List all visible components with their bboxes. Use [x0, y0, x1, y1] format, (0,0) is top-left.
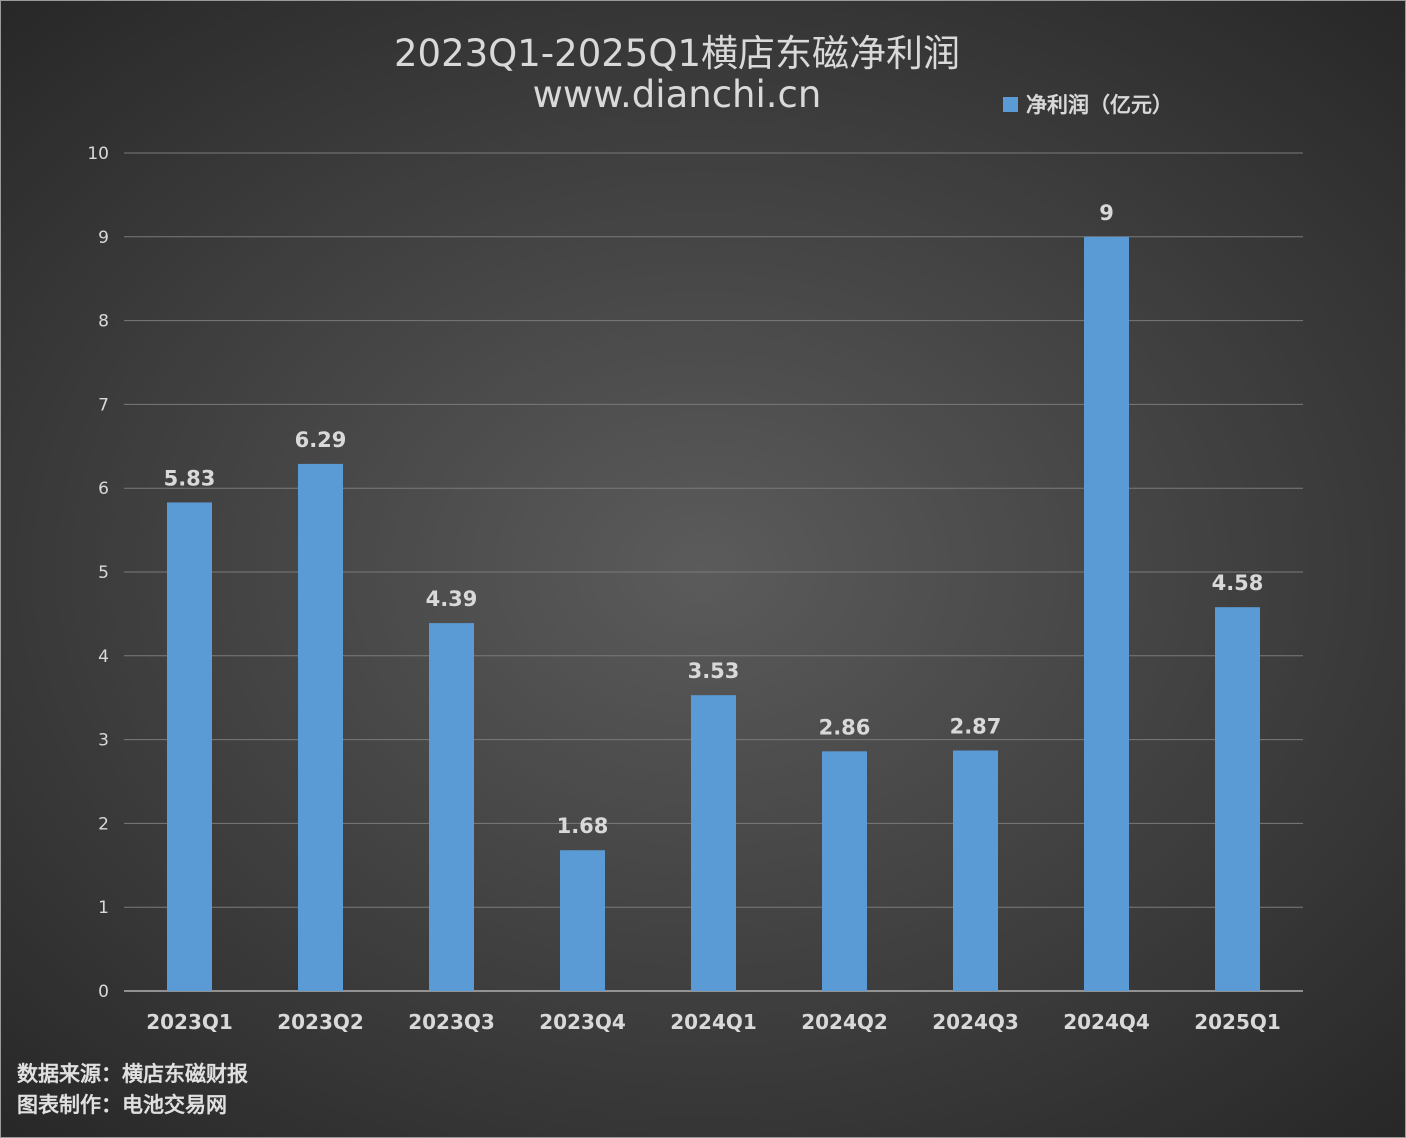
x-tick-label: 2023Q4	[539, 1010, 626, 1034]
x-tick-label: 2023Q1	[146, 1010, 233, 1034]
chart-subtitle-website: www.dianchi.cn	[532, 73, 822, 116]
chart-title: 2023Q1-2025Q1横店东磁净利润	[393, 32, 960, 75]
data-label: 2.86	[819, 715, 871, 739]
data-label: 3.53	[688, 659, 740, 683]
y-tick-label: 3	[98, 731, 109, 751]
bar	[560, 850, 605, 991]
bar	[167, 502, 212, 991]
x-tick-label: 2025Q1	[1194, 1010, 1281, 1034]
y-tick-label: 7	[98, 395, 109, 415]
legend: 净利润（亿元）	[1003, 89, 1173, 119]
data-label: 4.39	[426, 587, 478, 611]
legend-label: 净利润（亿元）	[1026, 93, 1173, 117]
y-tick-label: 9	[98, 228, 109, 248]
data-label: 1.68	[557, 814, 609, 838]
x-tick-label: 2024Q2	[801, 1010, 888, 1034]
y-tick-label: 4	[98, 647, 109, 667]
x-tick-label: 2024Q4	[1063, 1010, 1150, 1034]
x-tick-label: 2023Q3	[408, 1010, 495, 1034]
data-label: 9	[1099, 201, 1114, 225]
data-source-note: 数据来源：横店东磁财报	[17, 1062, 248, 1086]
data-label: 5.83	[164, 466, 216, 490]
y-tick-label: 2	[98, 814, 109, 834]
bar	[1215, 607, 1260, 991]
bar	[953, 750, 998, 991]
bar	[298, 463, 343, 991]
x-tick-label: 2024Q1	[670, 1010, 757, 1034]
y-tick-label: 8	[98, 312, 109, 332]
x-tick-label: 2023Q2	[277, 1010, 364, 1034]
data-label: 4.58	[1212, 571, 1264, 595]
data-label: 2.87	[950, 714, 1002, 738]
y-tick-label: 0	[98, 982, 109, 1002]
chart-maker-note: 图表制作：电池交易网	[17, 1093, 227, 1117]
bar	[1084, 236, 1129, 992]
bar	[822, 751, 867, 991]
bar	[429, 623, 474, 991]
y-tick-label: 6	[98, 479, 109, 499]
y-tick-label: 10	[87, 144, 109, 164]
x-tick-label: 2024Q3	[932, 1010, 1019, 1034]
legend-swatch	[1003, 96, 1018, 112]
data-label: 6.29	[295, 428, 347, 452]
y-tick-label: 1	[98, 898, 109, 918]
bar	[691, 695, 736, 991]
y-tick-label: 5	[98, 563, 109, 583]
